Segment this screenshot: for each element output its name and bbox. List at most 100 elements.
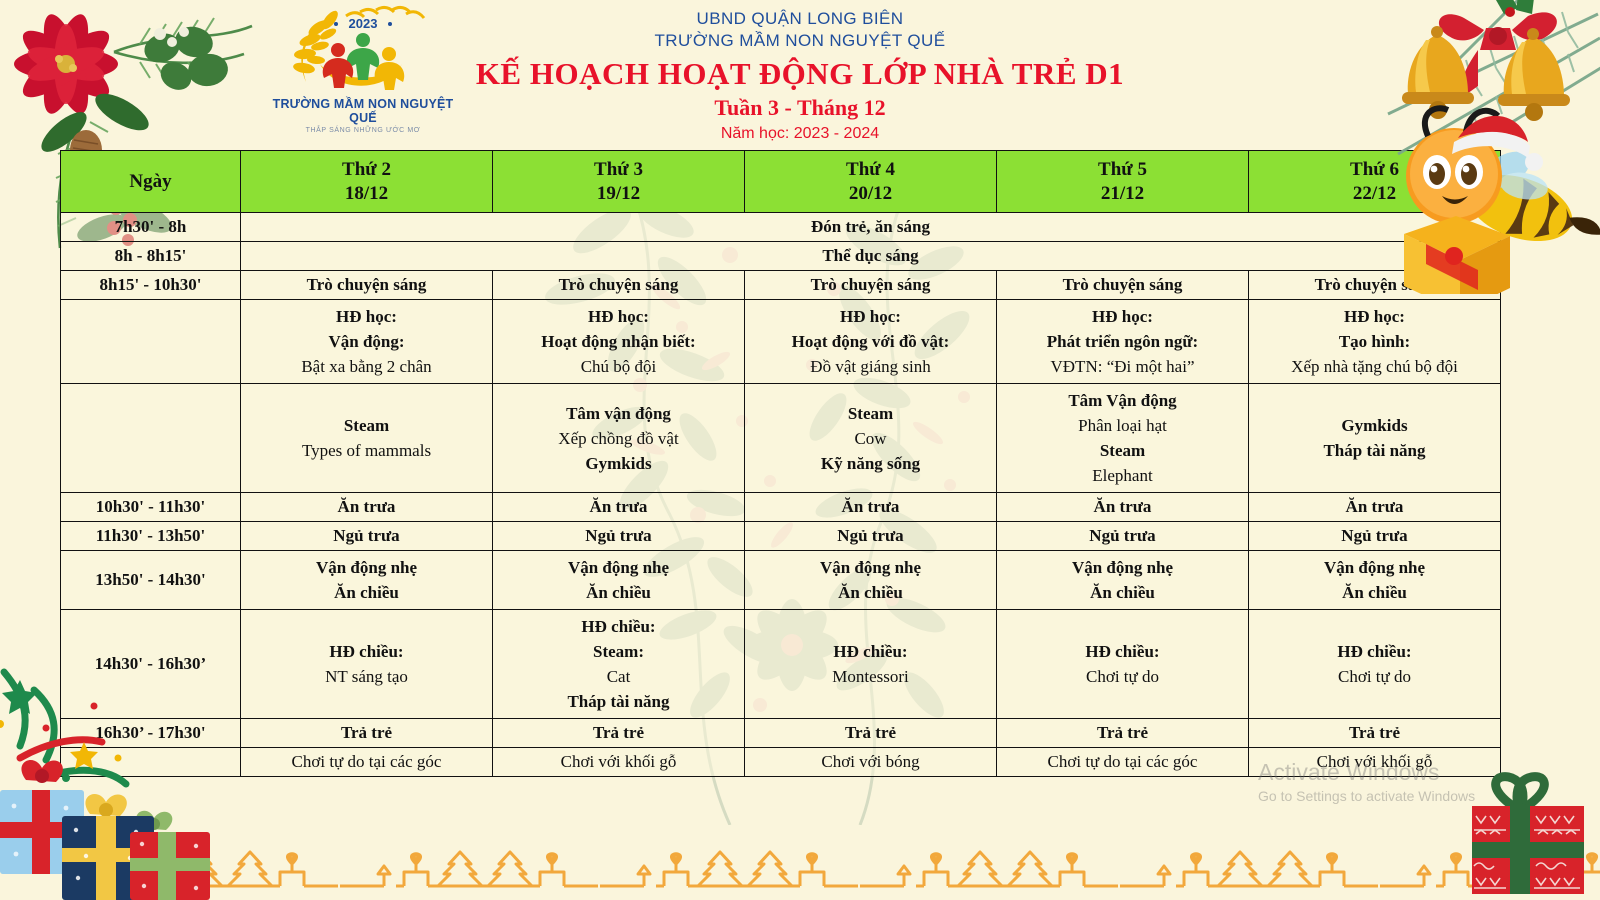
afternoon-fri-l2: Chơi tự do bbox=[1338, 667, 1411, 686]
cell-afternoon-fri: HĐ chiều: Chơi tự do bbox=[1248, 609, 1501, 719]
steam-tue-l3: Gymkids bbox=[585, 453, 652, 473]
snack-mon-l2: Ăn chiều bbox=[334, 583, 399, 602]
col-header-fri-label: Thứ 6 bbox=[1350, 158, 1399, 180]
cell-snack-tue: Vận động nhẹ Ăn chiều bbox=[492, 550, 745, 610]
col-header-thu: Thứ 5 21/12 bbox=[996, 150, 1249, 213]
steam-wed-l2: Cow bbox=[854, 428, 887, 448]
cell-morning-talk-thu: Trò chuyện sáng bbox=[996, 270, 1249, 300]
steam-wed-l3: Kỹ năng sống bbox=[820, 453, 921, 473]
cell-snack-mon: Vận động nhẹ Ăn chiều bbox=[240, 550, 493, 610]
afternoon-mon-l1: HĐ chiều: bbox=[329, 642, 404, 661]
time-label-arrival: 7h30' - 8h bbox=[60, 212, 241, 242]
cell-learning-fri: HĐ học: Tạo hình: Xếp nhà tặng chú bộ độ… bbox=[1248, 299, 1501, 384]
afternoon-wed-l1: HĐ chiều: bbox=[833, 642, 908, 661]
snack-wed-l1: Vận động nhẹ bbox=[819, 558, 922, 577]
steam-tue-l1: Tâm vận động bbox=[566, 403, 671, 423]
cell-snack-wed: Vận động nhẹ Ăn chiều bbox=[744, 550, 997, 610]
table-row-learning-activity: HĐ học: Vận động: Bật xa bằng 2 chân HĐ … bbox=[60, 299, 1501, 384]
time-label-morning-exercise: 8h - 8h15' bbox=[60, 241, 241, 271]
snack-mon-l1: Vận động nhẹ bbox=[315, 558, 418, 577]
afternoon-tue-l4: Tháp tài năng bbox=[567, 692, 670, 711]
week-subtitle: Tuần 3 - Tháng 12 bbox=[714, 95, 886, 120]
page-title: KẾ HOẠCH HOẠT ĐỘNG LỚP NHÀ TRẺ D1 bbox=[475, 56, 1125, 91]
school-name-line: TRƯỜNG MẦM NON NGUYỆT QUẾ bbox=[654, 31, 946, 50]
col-header-tue-label: Thứ 3 bbox=[594, 158, 643, 180]
time-label-lunch: 10h30' - 11h30' bbox=[60, 492, 241, 522]
afternoon-thu-l2: Chơi tự do bbox=[1086, 667, 1159, 686]
col-header-mon-date: 18/12 bbox=[344, 182, 389, 204]
afternoon-fri-l1: HĐ chiều: bbox=[1337, 642, 1412, 661]
table-row-steam-gymkids: Steam Types of mammals Tâm vận động Xếp … bbox=[60, 383, 1501, 493]
cell-morning-talk-tue: Trò chuyện sáng bbox=[492, 270, 745, 300]
afternoon-wed-l2: Montessori bbox=[832, 667, 909, 686]
snack-fri-l1: Vận động nhẹ bbox=[1323, 558, 1426, 577]
cell-snack-thu: Vận động nhẹ Ăn chiều bbox=[996, 550, 1249, 610]
school-logo: 2023 TRƯỜNG MẦM NON NGUYỆT QUẾ THẮP SÁNG… bbox=[268, 2, 458, 134]
afternoon-tue-l2: Steam: bbox=[593, 642, 644, 661]
col-header-tue-date: 19/12 bbox=[596, 182, 641, 204]
cell-afternoon-thu: HĐ chiều: Chơi tự do bbox=[996, 609, 1249, 719]
cell-learning-wed: HĐ học: Hoạt động với đồ vật: Đồ vật giá… bbox=[744, 299, 997, 384]
cell-free-play-wed: Chơi với bóng bbox=[744, 747, 997, 777]
learning-wed-l1: HĐ học: bbox=[840, 307, 901, 326]
time-label-free-play bbox=[60, 747, 241, 777]
learning-tue-l3: Chú bộ đội bbox=[580, 357, 657, 376]
cell-steam-wed: Steam Cow Kỹ năng sống bbox=[744, 383, 997, 493]
schedule-table-wrapper: Ngày Thứ 2 18/12 Thứ 3 19/12 Thứ 4 20/12 bbox=[60, 150, 1501, 777]
learning-thu-l3: VĐTN: “Đi một hai” bbox=[1050, 357, 1195, 376]
time-label-steam-gymkids bbox=[60, 383, 241, 493]
afternoon-thu-l1: HĐ chiều: bbox=[1085, 642, 1160, 661]
cell-morning-talk-mon: Trò chuyện sáng bbox=[240, 270, 493, 300]
steam-thu-l3: Steam bbox=[1099, 441, 1146, 460]
cell-lunch-thu: Ăn trưa bbox=[996, 492, 1249, 522]
snack-wed-l2: Ăn chiều bbox=[838, 583, 903, 602]
steam-thu-l2: Phân loại hạt bbox=[1078, 416, 1167, 435]
steam-mon-l1: Steam bbox=[343, 416, 390, 435]
col-header-fri-date: 22/12 bbox=[1352, 182, 1397, 204]
table-row-afternoon-activity: 14h30' - 16h30’ HĐ chiều: NT sáng tạo HĐ… bbox=[60, 609, 1501, 719]
snack-fri-l2: Ăn chiều bbox=[1342, 583, 1407, 602]
cell-nap-wed: Ngủ trưa bbox=[744, 521, 997, 551]
logo-tagline: THẮP SÁNG NHỮNG ƯỚC MƠ bbox=[305, 127, 421, 134]
learning-mon-l2: Vận động: bbox=[328, 332, 405, 351]
cell-nap-mon: Ngủ trưa bbox=[240, 521, 493, 551]
cell-learning-mon: HĐ học: Vận động: Bật xa bằng 2 chân bbox=[240, 299, 493, 384]
logo-school-name: TRƯỜNG MẦM NON NGUYỆT QUẾ bbox=[272, 97, 454, 125]
cell-pickup-wed: Trả trẻ bbox=[744, 718, 997, 748]
table-row-morning-talk: 8h15' - 10h30' Trò chuyện sáng Trò chuyệ… bbox=[60, 270, 1501, 300]
poster-header: UBND QUẬN LONG BIÊN TRƯỜNG MẦM NON NGUYỆ… bbox=[0, 8, 1600, 146]
bottom-border-trees-decoration bbox=[0, 838, 1600, 900]
col-header-wed: Thứ 4 20/12 bbox=[744, 150, 997, 213]
learning-wed-l2: Hoạt động với đồ vật: bbox=[791, 332, 950, 351]
logo-year: 2023 bbox=[349, 16, 378, 31]
table-row-arrival: 7h30' - 8h Đón trẻ, ăn sáng bbox=[60, 212, 1501, 242]
cell-pickup-mon: Trả trẻ bbox=[240, 718, 493, 748]
time-label-learning-activity bbox=[60, 299, 241, 384]
learning-fri-l3: Xếp nhà tặng chú bộ đội bbox=[1291, 357, 1458, 376]
cell-steam-mon: Steam Types of mammals bbox=[240, 383, 493, 493]
col-header-day: Ngày bbox=[60, 150, 241, 213]
cell-afternoon-tue: HĐ chiều: Steam: Cat Tháp tài năng bbox=[492, 609, 745, 719]
table-row-pickup: 16h30’ - 17h30' Trả trẻ Trả trẻ Trả trẻ … bbox=[60, 718, 1501, 748]
cell-learning-tue: HĐ học: Hoạt động nhận biết: Chú bộ đội bbox=[492, 299, 745, 384]
afternoon-tue-l3: Cat bbox=[606, 667, 631, 686]
cell-lunch-mon: Ăn trưa bbox=[240, 492, 493, 522]
steam-wed-l1: Steam bbox=[847, 403, 894, 423]
learning-fri-l1: HĐ học: bbox=[1344, 307, 1405, 326]
cell-pickup-fri: Trả trẻ bbox=[1248, 718, 1501, 748]
cell-free-play-mon: Chơi tự do tại các góc bbox=[240, 747, 493, 777]
cell-steam-tue: Tâm vận động Xếp chồng đồ vật Gymkids bbox=[492, 383, 745, 493]
snack-thu-l1: Vận động nhẹ bbox=[1071, 558, 1174, 577]
learning-tue-l1: HĐ học: bbox=[588, 307, 649, 326]
cell-lunch-tue: Ăn trưa bbox=[492, 492, 745, 522]
cell-steam-thu: Tâm Vận động Phân loại hạt Steam Elephan… bbox=[996, 383, 1249, 493]
col-header-tue: Thứ 3 19/12 bbox=[492, 150, 745, 213]
time-label-light-exercise-snack: 13h50' - 14h30' bbox=[60, 550, 241, 610]
learning-tue-l2: Hoạt động nhận biết: bbox=[541, 332, 696, 351]
col-header-mon-label: Thứ 2 bbox=[342, 158, 391, 180]
time-label-afternoon-activity: 14h30' - 16h30’ bbox=[60, 609, 241, 719]
col-header-thu-date: 21/12 bbox=[1100, 182, 1145, 204]
steam-fri-l1: Gymkids bbox=[1341, 416, 1408, 435]
cell-pickup-thu: Trả trẻ bbox=[996, 718, 1249, 748]
